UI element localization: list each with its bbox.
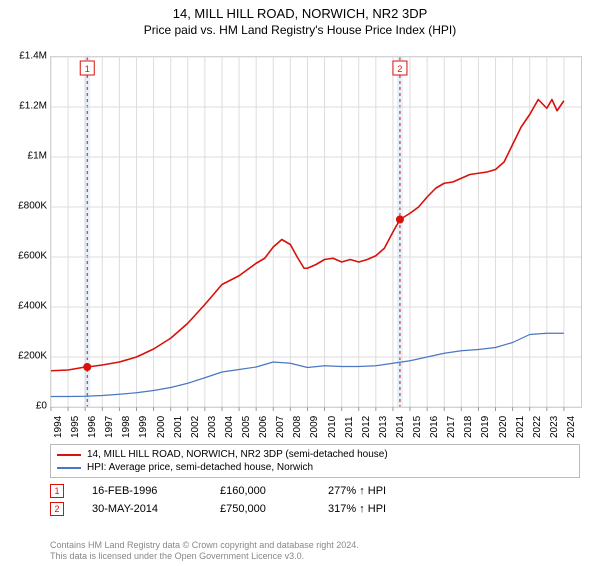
legend: 14, MILL HILL ROAD, NORWICH, NR2 3DP (se… [50,444,580,478]
transaction-price: £160,000 [220,485,300,497]
footer: Contains HM Land Registry data © Crown c… [50,540,580,563]
transaction-date: 30-MAY-2014 [92,503,192,515]
chart-subtitle: Price paid vs. HM Land Registry's House … [0,23,600,37]
footer-licence: This data is licensed under the Open Gov… [50,551,580,562]
footer-copyright: Contains HM Land Registry data © Crown c… [50,540,580,551]
legend-label: 14, MILL HILL ROAD, NORWICH, NR2 3DP (se… [87,449,388,460]
plot-area: 12 [50,56,582,408]
y-tick-label: £1.2M [7,101,47,112]
svg-text:2: 2 [397,64,402,74]
chart-svg: 12 [51,57,581,407]
transaction-pct: 317% ↑ HPI [328,503,438,515]
transaction-row: 2 30-MAY-2014 £750,000 317% ↑ HPI [50,500,580,518]
y-tick-label: £200K [7,351,47,362]
legend-item-hpi: HPI: Average price, semi-detached house,… [57,461,573,474]
y-tick-label: £400K [7,301,47,312]
y-tick-label: £0 [7,401,47,412]
legend-label: HPI: Average price, semi-detached house,… [87,462,313,473]
y-tick-label: £1.4M [7,51,47,62]
transaction-table: 1 16-FEB-1996 £160,000 277% ↑ HPI 2 30-M… [50,482,580,518]
transaction-price: £750,000 [220,503,300,515]
legend-swatch-icon [57,454,81,456]
transaction-date: 16-FEB-1996 [92,485,192,497]
y-tick-label: £1M [7,151,47,162]
transaction-marker-icon: 2 [50,502,64,516]
transaction-marker-icon: 1 [50,484,64,498]
legend-swatch-icon [57,467,81,469]
chart-title: 14, MILL HILL ROAD, NORWICH, NR2 3DP [0,6,600,21]
transaction-row: 1 16-FEB-1996 £160,000 277% ↑ HPI [50,482,580,500]
chart-container: 14, MILL HILL ROAD, NORWICH, NR2 3DP Pri… [0,6,600,566]
y-tick-label: £800K [7,201,47,212]
legend-item-property: 14, MILL HILL ROAD, NORWICH, NR2 3DP (se… [57,448,573,461]
y-tick-label: £600K [7,251,47,262]
transaction-pct: 277% ↑ HPI [328,485,438,497]
svg-text:1: 1 [85,64,90,74]
